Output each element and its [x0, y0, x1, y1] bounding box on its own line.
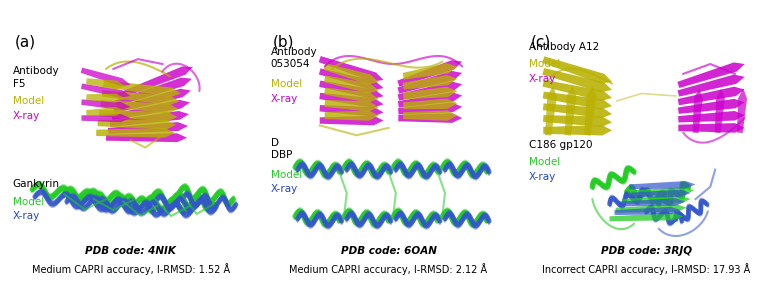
- Polygon shape: [319, 105, 384, 117]
- Text: PDB code: 4NIK: PDB code: 4NIK: [85, 246, 176, 256]
- Polygon shape: [609, 213, 683, 221]
- Text: Incorrect CAPRI accuracy, I-RMSD: 17.93 Å: Incorrect CAPRI accuracy, I-RMSD: 17.93 …: [542, 263, 751, 275]
- Polygon shape: [86, 78, 126, 89]
- Polygon shape: [715, 88, 725, 133]
- Text: (b): (b): [273, 34, 294, 50]
- Text: Model: Model: [12, 197, 44, 207]
- Polygon shape: [542, 56, 612, 84]
- Polygon shape: [86, 107, 126, 116]
- Polygon shape: [319, 56, 384, 82]
- Polygon shape: [108, 122, 188, 134]
- Polygon shape: [399, 113, 462, 123]
- Polygon shape: [692, 88, 703, 133]
- Text: X-ray: X-ray: [12, 212, 40, 221]
- Text: X-ray: X-ray: [270, 184, 298, 194]
- Polygon shape: [115, 78, 192, 106]
- Polygon shape: [615, 204, 687, 213]
- Polygon shape: [397, 60, 462, 87]
- Polygon shape: [628, 187, 695, 195]
- Polygon shape: [96, 128, 175, 138]
- Polygon shape: [542, 68, 612, 92]
- Polygon shape: [81, 99, 131, 110]
- Polygon shape: [737, 88, 747, 133]
- Text: Model: Model: [12, 96, 44, 106]
- Text: PDB code: 3RJQ: PDB code: 3RJQ: [601, 246, 692, 256]
- Text: Antibody
F5: Antibody F5: [12, 67, 59, 89]
- Polygon shape: [629, 181, 695, 189]
- Text: X-ray: X-ray: [270, 94, 298, 103]
- Polygon shape: [398, 103, 462, 114]
- Polygon shape: [398, 92, 462, 107]
- Polygon shape: [81, 68, 131, 86]
- Text: (a): (a): [15, 34, 37, 50]
- Polygon shape: [565, 86, 577, 136]
- Polygon shape: [98, 120, 176, 130]
- Polygon shape: [678, 111, 744, 122]
- Polygon shape: [402, 63, 458, 80]
- Polygon shape: [678, 87, 744, 105]
- Text: X-ray: X-ray: [528, 74, 556, 84]
- Text: Antibody
053054: Antibody 053054: [270, 47, 317, 69]
- Polygon shape: [398, 82, 462, 100]
- Polygon shape: [110, 111, 189, 127]
- Polygon shape: [678, 62, 744, 88]
- Polygon shape: [543, 115, 612, 127]
- Polygon shape: [106, 133, 187, 142]
- Polygon shape: [403, 99, 458, 109]
- Polygon shape: [81, 83, 131, 98]
- Polygon shape: [403, 110, 458, 121]
- Polygon shape: [319, 68, 384, 90]
- Polygon shape: [619, 198, 686, 206]
- Polygon shape: [324, 88, 378, 103]
- Text: PDB code: 6OAN: PDB code: 6OAN: [340, 246, 437, 256]
- Text: (c): (c): [531, 34, 551, 50]
- Polygon shape: [543, 103, 612, 118]
- Text: X-ray: X-ray: [12, 111, 40, 121]
- Polygon shape: [102, 90, 179, 105]
- Polygon shape: [324, 63, 378, 84]
- Text: Medium CAPRI accuracy, I-RMSD: 1.52 Å: Medium CAPRI accuracy, I-RMSD: 1.52 Å: [32, 263, 230, 275]
- Polygon shape: [402, 75, 458, 89]
- Polygon shape: [111, 100, 190, 120]
- Polygon shape: [82, 114, 131, 122]
- Polygon shape: [678, 99, 744, 114]
- Polygon shape: [624, 190, 691, 198]
- Polygon shape: [319, 80, 384, 99]
- Polygon shape: [103, 80, 181, 97]
- Polygon shape: [542, 80, 612, 101]
- Text: Model: Model: [528, 59, 559, 69]
- Text: Model: Model: [528, 158, 559, 167]
- Polygon shape: [403, 87, 458, 99]
- Text: Model: Model: [270, 170, 301, 180]
- Polygon shape: [319, 116, 384, 125]
- Text: X-ray: X-ray: [528, 172, 556, 182]
- Polygon shape: [100, 100, 179, 113]
- Polygon shape: [99, 110, 177, 122]
- Polygon shape: [584, 86, 596, 136]
- Polygon shape: [678, 75, 744, 97]
- Polygon shape: [398, 71, 462, 94]
- Polygon shape: [615, 207, 681, 215]
- Polygon shape: [113, 89, 191, 113]
- Polygon shape: [542, 92, 612, 110]
- Text: Medium CAPRI accuracy, I-RMSD: 2.12 Å: Medium CAPRI accuracy, I-RMSD: 2.12 Å: [290, 263, 487, 275]
- Polygon shape: [543, 125, 612, 136]
- Polygon shape: [678, 123, 744, 133]
- Text: D
DBP: D DBP: [270, 138, 292, 160]
- Polygon shape: [325, 110, 378, 121]
- Text: Antibody A12: Antibody A12: [528, 42, 599, 52]
- Polygon shape: [117, 66, 193, 99]
- Polygon shape: [86, 94, 126, 103]
- Polygon shape: [324, 75, 378, 94]
- Polygon shape: [324, 100, 378, 112]
- Text: C186 gp120: C186 gp120: [528, 140, 592, 150]
- Polygon shape: [319, 93, 384, 108]
- Text: Gankyrin: Gankyrin: [12, 179, 60, 190]
- Polygon shape: [622, 196, 691, 204]
- Polygon shape: [545, 86, 557, 136]
- Text: Model: Model: [270, 79, 301, 89]
